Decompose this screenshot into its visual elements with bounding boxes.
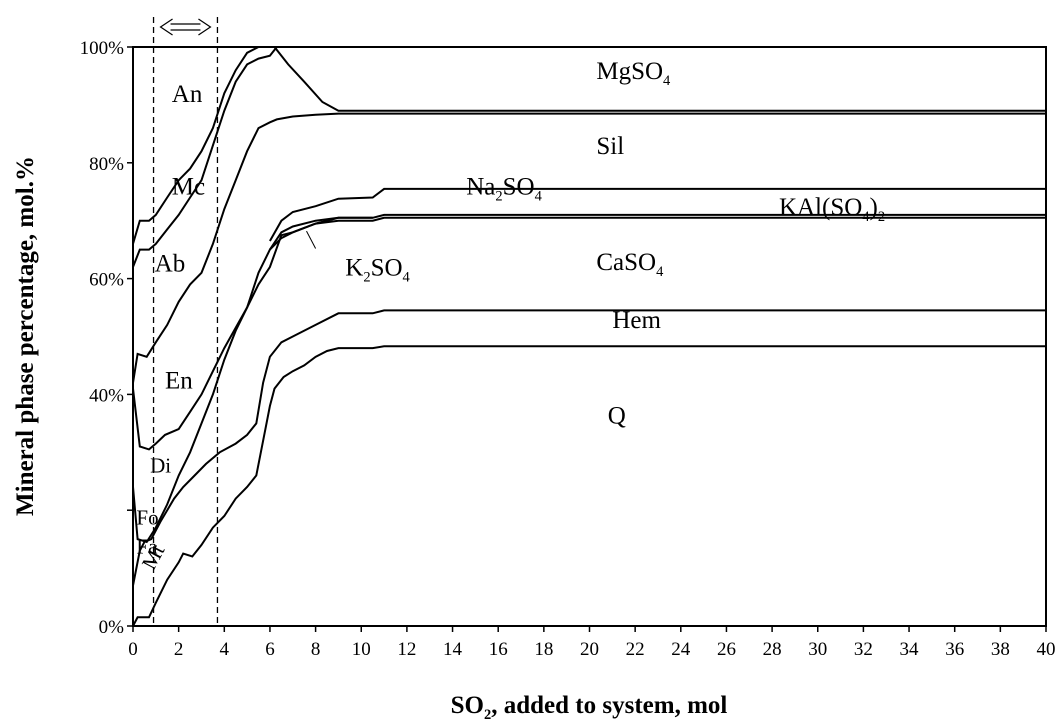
- phase-label: CaSO4​: [596, 249, 664, 280]
- phase-label: MgSO4​: [596, 58, 671, 89]
- phase-labels: MgSO4​ Sil Na2​SO4​ KAl(SO4​)2​ CaSO4​ K2​SO4…: [136, 58, 885, 573]
- x-tick-label: 28: [763, 639, 782, 660]
- phase-boundaries: [133, 47, 1046, 626]
- phase-label: Mc: [172, 174, 205, 201]
- y-axis-title: Mineral phase percentage, mol.%: [12, 156, 39, 516]
- phase-boundary-1: [133, 346, 1046, 626]
- window-arrow-right-head: [198, 19, 210, 35]
- x-tick-label: 24: [671, 639, 691, 660]
- x-tick-label: 0: [128, 639, 138, 660]
- x-tick-label: 30: [808, 639, 827, 660]
- phase-label: Na2​SO4​: [466, 174, 542, 205]
- phase-label: Di: [150, 454, 171, 478]
- y-tick-label: 40%: [89, 385, 124, 406]
- phase-boundary-6: [133, 47, 277, 267]
- x-tick-label: 12: [397, 639, 416, 660]
- phase-label: Hem: [612, 307, 661, 334]
- y-tick-label: 0%: [99, 617, 125, 638]
- x-tick-label: 36: [945, 639, 964, 660]
- x-tick-label: 8: [311, 639, 321, 660]
- phase-label: K2​SO4​: [345, 255, 410, 286]
- phase-label: En: [165, 368, 193, 395]
- phase-label: Fo: [136, 506, 158, 530]
- x-tick-label: 2: [174, 639, 184, 660]
- x-tick-label: 22: [626, 639, 645, 660]
- phase-label: KAl(SO4​)2​: [779, 194, 885, 225]
- y-tick-label: 100%: [80, 38, 125, 59]
- x-tick-label: 16: [489, 639, 508, 660]
- x-axis-title: SO2, added to system, mol: [451, 692, 728, 723]
- label-leader-1: [307, 231, 316, 248]
- x-tick-label: 32: [854, 639, 873, 660]
- x-tick-label: 4: [220, 639, 230, 660]
- x-axis: 0 2 4 6 8 10 12 14 16 18 20 22 24 26 28 30 32 34 36 38 40: [128, 626, 1055, 660]
- x-tick-label: 14: [443, 639, 463, 660]
- plot-frame: [133, 47, 1046, 626]
- x-tick-label: 20: [580, 639, 599, 660]
- phase-label: Ab: [155, 251, 186, 278]
- phase-boundary-2: [133, 310, 1046, 585]
- phase-label: Q: [608, 402, 626, 429]
- x-tick-label: 26: [717, 639, 736, 660]
- x-tick-label: 6: [265, 639, 275, 660]
- y-tick-label: 80%: [89, 154, 124, 175]
- window-arrow-left-head: [161, 19, 173, 35]
- y-axis: 0% 40% 60% 80% 100%: [80, 38, 133, 638]
- phase-label: An: [172, 81, 203, 108]
- x-tick-label: 34: [900, 639, 920, 660]
- y-tick-label: 60%: [89, 270, 124, 291]
- phase-label: Sil: [596, 133, 624, 160]
- x-tick-label: 40: [1037, 639, 1056, 660]
- phase-boundary-4: [133, 218, 1046, 450]
- x-tick-label: 10: [352, 639, 371, 660]
- x-tick-label: 38: [991, 639, 1010, 660]
- x-tick-label: 18: [534, 639, 553, 660]
